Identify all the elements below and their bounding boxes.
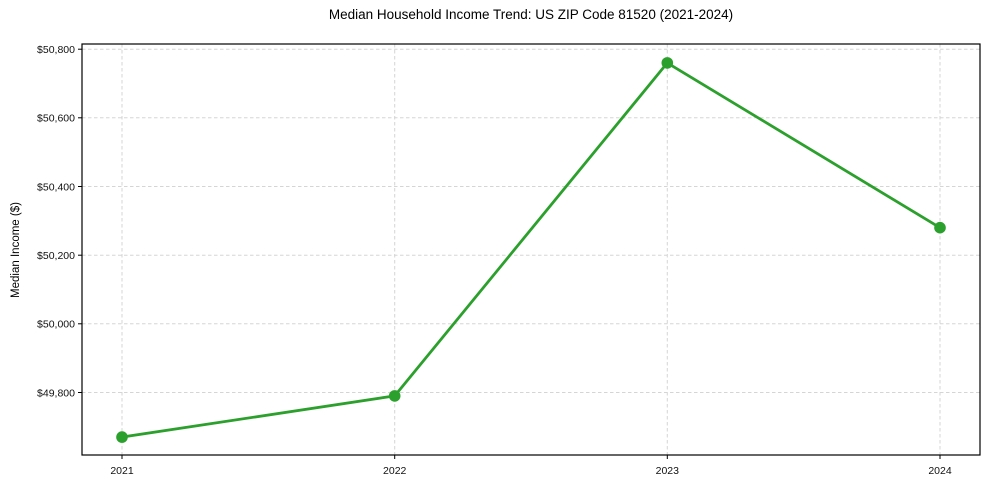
x-tick-label: 2021 bbox=[110, 465, 134, 477]
x-tick-label: 2022 bbox=[383, 465, 407, 477]
y-tick-label: $50,400 bbox=[37, 181, 75, 193]
x-tick-label: 2024 bbox=[928, 465, 952, 477]
data-point bbox=[388, 390, 401, 402]
data-point bbox=[934, 221, 946, 234]
chart-title: Median Household Income Trend: US ZIP Co… bbox=[328, 7, 734, 22]
trend-line bbox=[120, 61, 942, 439]
y-tick-label: $50,800 bbox=[37, 44, 75, 56]
y-tick-label: $50,000 bbox=[37, 319, 75, 331]
plot-border bbox=[81, 43, 981, 456]
x-tick-label: 2023 bbox=[656, 465, 680, 477]
gridlines bbox=[82, 44, 980, 455]
x-axis: 2021 2022 2023 2024 bbox=[110, 455, 952, 477]
y-tick-label: $50,600 bbox=[37, 113, 75, 125]
y-tick-label: $50,200 bbox=[37, 250, 75, 262]
data-point bbox=[116, 431, 128, 443]
y-tick-label: $49,800 bbox=[37, 387, 75, 399]
data-point bbox=[661, 57, 674, 69]
y-axis: $49,800 $50,000 $50,200 $50,400 $50,600 $50,8… bbox=[37, 44, 82, 399]
